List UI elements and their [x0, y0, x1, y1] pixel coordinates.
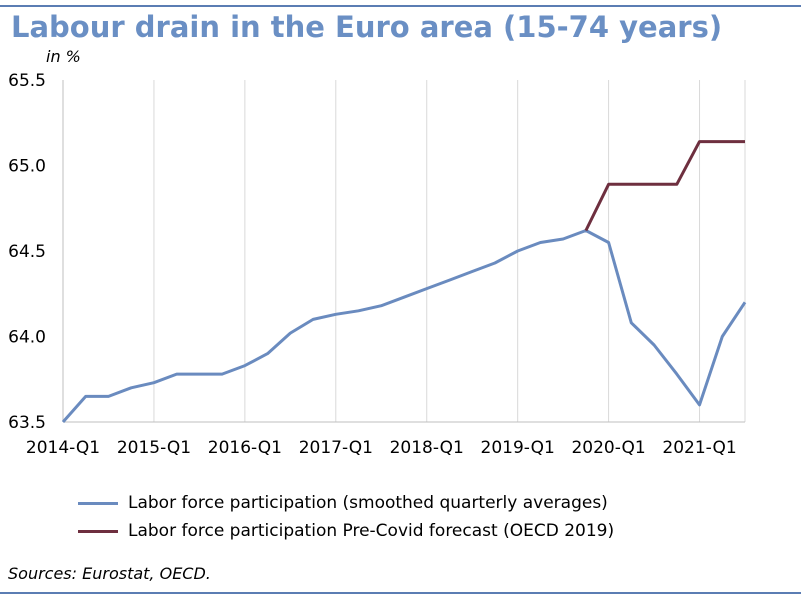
gridlines	[153, 80, 746, 422]
legend-label-forecast: Labor force participation Pre-Covid fore…	[128, 521, 615, 541]
legend-item-participation: Labor force participation (smoothed quar…	[78, 489, 614, 517]
y-tick-label: 64.0	[8, 328, 46, 348]
y-tick-label: 63.5	[8, 413, 46, 433]
plot-frame	[62, 80, 745, 423]
x-tick-label: 2019-Q1	[481, 438, 555, 458]
x-axis-ticks: 2014-Q1 2015-Q1 2016-Q1 2017-Q1 2018-Q1 2019-…	[26, 438, 737, 458]
legend-swatch-forecast	[78, 529, 118, 533]
y-tick-label: 65.5	[8, 71, 46, 91]
x-tick-label: 2017-Q1	[299, 438, 373, 458]
series-line-participation	[61, 229, 747, 423]
x-tick-label: 2014-Q1	[26, 438, 100, 458]
y-axis-ticks: 63.5 64.0 64.5 65.0 65.5	[8, 71, 46, 433]
legend-label-participation: Labor force participation (smoothed quar…	[128, 493, 608, 513]
x-tick-label: 2021-Q1	[662, 438, 736, 458]
chart-title: Labour drain in the Euro area (15-74 yea…	[11, 10, 723, 44]
legend-item-forecast: Labor force participation Pre-Covid fore…	[78, 517, 614, 545]
x-tick-label: 2015-Q1	[117, 438, 191, 458]
series-line-forecast	[584, 140, 745, 232]
top-rule	[0, 5, 801, 7]
bottom-rule	[0, 592, 801, 594]
x-tick-label: 2016-Q1	[208, 438, 282, 458]
y-tick-label: 64.5	[8, 242, 46, 262]
series-lines	[61, 140, 747, 423]
legend-swatch-participation	[78, 501, 118, 505]
x-tick-label: 2020-Q1	[571, 438, 645, 458]
legend: Labor force participation (smoothed quar…	[78, 489, 614, 545]
y-tick-label: 65.0	[8, 157, 46, 177]
sources-note: Sources: Eurostat, OECD.	[8, 564, 211, 583]
x-tick-label: 2018-Q1	[390, 438, 464, 458]
y-axis-unit: in %	[46, 47, 81, 66]
